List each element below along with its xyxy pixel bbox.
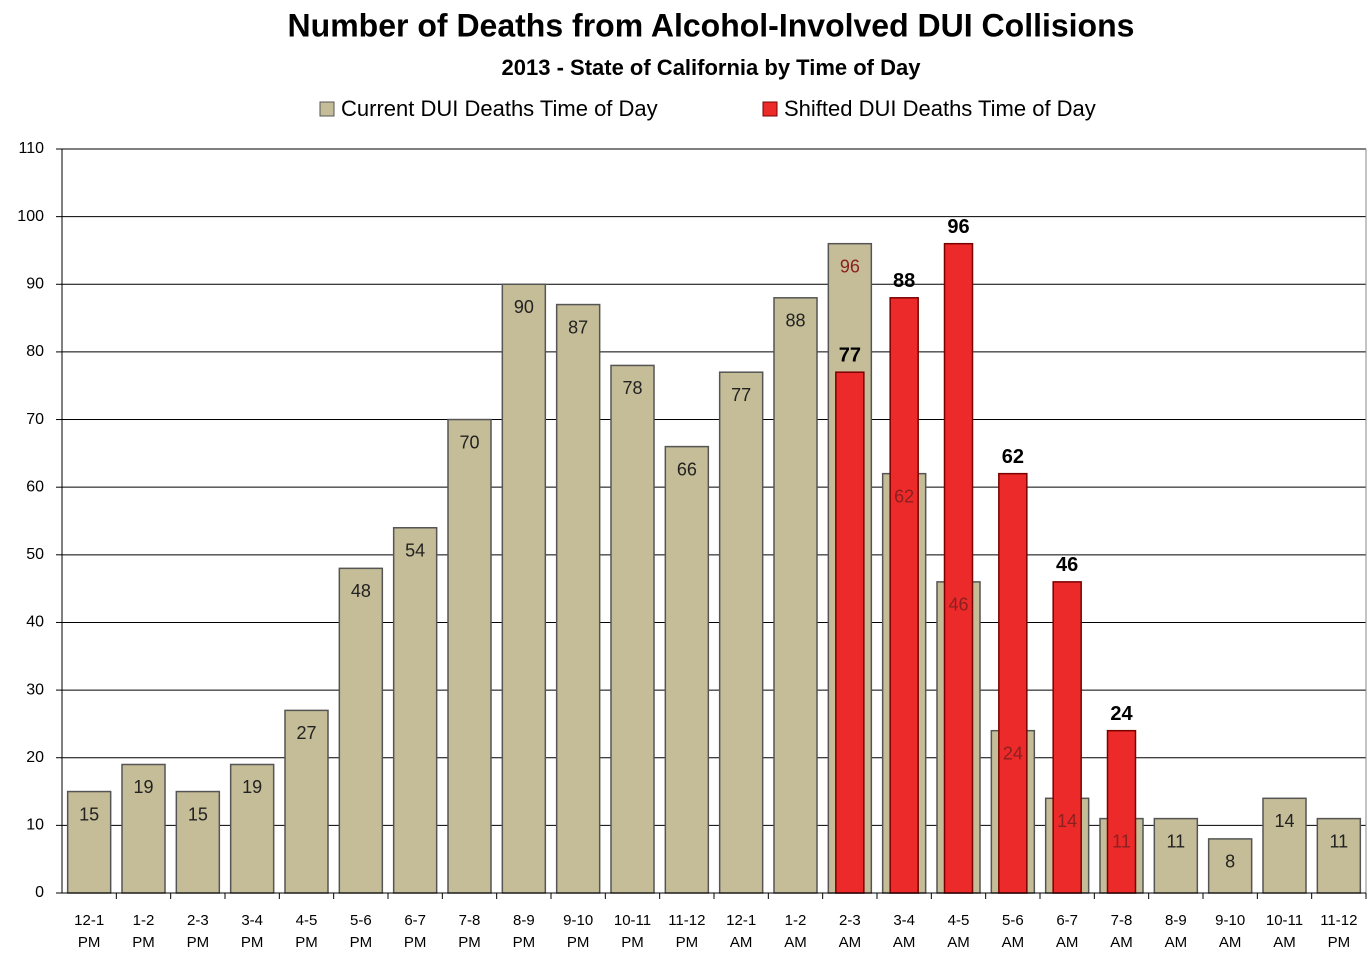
bar xyxy=(835,371,865,894)
y-tick-label: 80 xyxy=(26,343,44,360)
x-tick-label: 1-2 PM xyxy=(132,912,155,951)
y-tick-label: 60 xyxy=(26,478,44,495)
value-label: 90 xyxy=(514,297,534,317)
y-tick-label: 100 xyxy=(17,208,44,225)
value-label: 78 xyxy=(622,378,642,398)
value-label: 48 xyxy=(351,581,371,601)
value-label: 11 xyxy=(1112,831,1131,851)
value-label: 19 xyxy=(133,777,153,797)
value-label: 96 xyxy=(947,216,969,238)
legend-swatch xyxy=(762,101,778,117)
value-label: 54 xyxy=(405,541,425,561)
bar xyxy=(1153,817,1199,894)
bar xyxy=(998,472,1028,894)
x-tick-label: 6-7 AM xyxy=(1055,912,1079,951)
value-label: 77 xyxy=(731,385,751,405)
y-tick-label: 10 xyxy=(26,817,44,834)
value-label: 24 xyxy=(1110,703,1133,725)
x-tick-label: 8-9 AM xyxy=(1164,912,1188,951)
y-tick-label: 30 xyxy=(26,681,44,698)
value-label: 70 xyxy=(459,432,479,452)
value-label: 27 xyxy=(296,723,316,743)
x-tick-label: 5-6 AM xyxy=(1001,912,1025,951)
bar xyxy=(664,445,710,894)
bar xyxy=(175,790,221,894)
value-label: 11 xyxy=(1329,831,1348,851)
value-label: 24 xyxy=(1003,743,1023,763)
y-tick-label: 110 xyxy=(18,140,44,157)
value-label: 8 xyxy=(1225,852,1235,872)
x-tick-label: 12-1 AM xyxy=(726,912,757,951)
chart-title: Number of Deaths from Alcohol-Involved D… xyxy=(288,7,1135,43)
bar xyxy=(1106,729,1137,894)
x-tick-label: 10-11 AM xyxy=(1265,912,1304,951)
x-tick-label: 2-3 PM xyxy=(186,912,210,951)
value-label: 66 xyxy=(677,459,697,479)
value-label: 62 xyxy=(1002,446,1024,468)
legend-swatch xyxy=(319,101,335,117)
bar xyxy=(1207,838,1253,894)
y-tick-label: 40 xyxy=(26,614,44,631)
x-tick-label: 4-5 PM xyxy=(295,912,318,951)
bar xyxy=(610,364,655,894)
value-label: 87 xyxy=(568,317,588,337)
y-tick-label: 70 xyxy=(26,411,44,428)
bar xyxy=(392,527,438,894)
value-label: 62 xyxy=(894,486,914,506)
x-tick-label: 2-3 AM xyxy=(838,912,862,951)
x-tick-label: 5-6 PM xyxy=(349,912,373,951)
x-tick-label: 1-2 AM xyxy=(784,912,807,951)
y-tick-label: 90 xyxy=(26,275,44,292)
bar xyxy=(338,567,384,894)
x-tick-label: 11-12 PM xyxy=(668,912,706,951)
value-label: 88 xyxy=(785,311,805,331)
bar xyxy=(1052,581,1082,894)
value-label: 19 xyxy=(242,777,262,797)
legend-label: Current DUI Deaths Time of Day xyxy=(341,96,658,121)
value-label: 11 xyxy=(1166,831,1185,851)
chart-subtitle: 2013 - State of California by Time of Da… xyxy=(502,55,922,80)
x-tick-label: 7-8 AM xyxy=(1110,912,1133,951)
x-tick-label: 12-1 PM xyxy=(74,912,105,951)
bar xyxy=(284,709,329,894)
x-tick-label: 11-12 PM xyxy=(1320,912,1358,951)
x-tick-label: 8-9 PM xyxy=(512,912,536,951)
legend-label: Shifted DUI Deaths Time of Day xyxy=(784,96,1096,121)
y-tick-label: 50 xyxy=(26,546,44,563)
bar xyxy=(1262,797,1307,894)
x-tick-label: 3-4 AM xyxy=(892,912,916,951)
value-label: 46 xyxy=(1056,554,1078,576)
value-label: 88 xyxy=(893,270,915,292)
bar xyxy=(121,763,166,894)
bar xyxy=(229,763,275,894)
bar xyxy=(447,418,492,894)
bar xyxy=(718,371,764,894)
value-label: 15 xyxy=(79,804,99,824)
value-label: 15 xyxy=(188,804,208,824)
value-label: 14 xyxy=(1057,811,1077,831)
bar xyxy=(943,242,974,894)
value-label: 14 xyxy=(1274,811,1294,831)
y-tick-label: 0 xyxy=(35,884,44,901)
bar xyxy=(66,790,112,894)
bar xyxy=(501,283,547,894)
bar xyxy=(773,297,818,894)
value-label: 46 xyxy=(948,595,968,615)
x-tick-label: 9-10 AM xyxy=(1215,912,1246,951)
bar xyxy=(1316,817,1362,894)
x-tick-label: 4-5 AM xyxy=(947,912,970,951)
x-tick-label: 3-4 PM xyxy=(240,912,264,951)
value-label: 96 xyxy=(840,256,860,276)
bar xyxy=(889,297,919,894)
x-tick-label: 10-11 PM xyxy=(613,912,652,951)
x-tick-label: 7-8 PM xyxy=(458,912,481,951)
y-tick-label: 20 xyxy=(26,749,44,766)
bar xyxy=(555,303,601,894)
x-tick-label: 6-7 PM xyxy=(403,912,427,951)
value-label: 77 xyxy=(839,344,861,366)
x-tick-label: 9-10 PM xyxy=(563,912,594,951)
